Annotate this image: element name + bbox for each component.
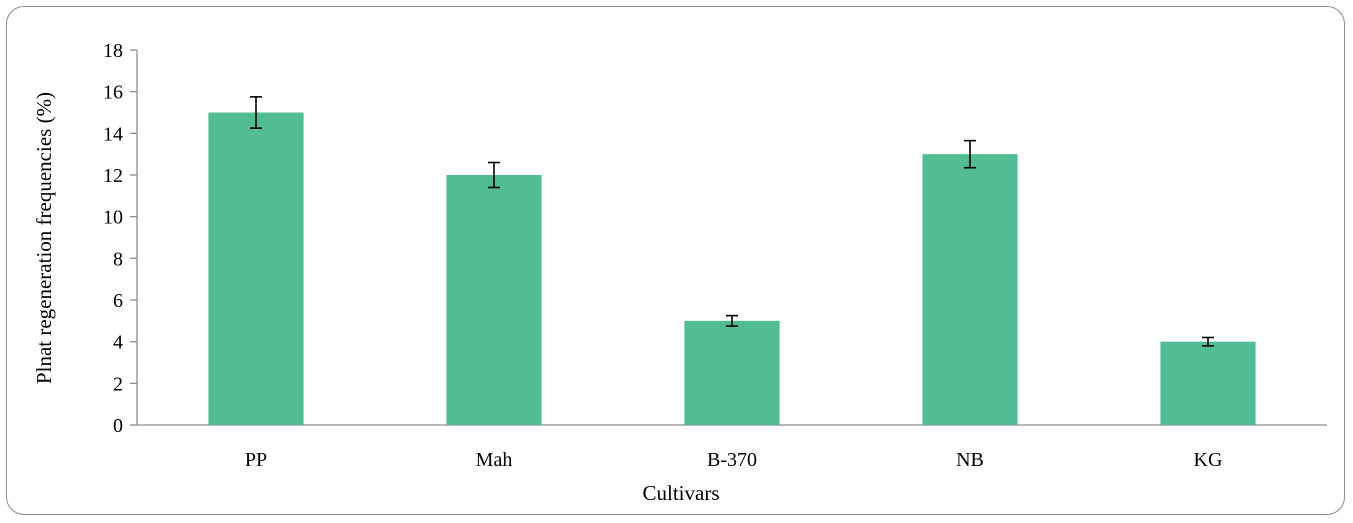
error-bar-b-370 [726, 314, 738, 327]
error-bar-mah [488, 161, 500, 189]
error-bar-pp [250, 96, 262, 129]
error-bar-kg [1202, 336, 1214, 347]
x-tick-label: Mah [476, 449, 513, 471]
x-tick-label: NB [956, 449, 984, 471]
bar-kg [1160, 341, 1256, 425]
bar-pp [208, 112, 304, 425]
y-tick-label: 10 [103, 207, 123, 229]
x-axis-title: Cultivars [643, 481, 720, 505]
y-tick-label: 4 [113, 332, 123, 354]
x-tick-label: B-370 [707, 449, 757, 471]
y-tick-label: 12 [103, 165, 123, 187]
y-tick-label: 2 [113, 373, 123, 395]
y-axis-title: Plnat regeneration frequencies (%) [32, 92, 56, 384]
bars [208, 112, 1256, 425]
y-tick-label: 6 [113, 290, 123, 312]
x-axis-tick-labels: PP Mah B-370 NB KG [245, 449, 1223, 471]
bar-b-370 [684, 320, 780, 425]
bar-nb [922, 154, 1018, 425]
y-tick-label: 16 [103, 82, 123, 104]
y-axis-ticks: 0 2 4 6 8 10 12 14 16 18 [103, 40, 137, 437]
bar-mah [446, 175, 542, 425]
y-tick-label: 0 [113, 415, 123, 437]
error-bars [250, 96, 1214, 347]
error-bar-nb [964, 139, 976, 169]
y-tick-label: 14 [103, 123, 123, 145]
y-tick-label: 8 [113, 248, 123, 270]
x-tick-label: PP [245, 449, 267, 471]
x-tick-label: KG [1194, 449, 1223, 471]
y-tick-label: 18 [103, 40, 123, 62]
